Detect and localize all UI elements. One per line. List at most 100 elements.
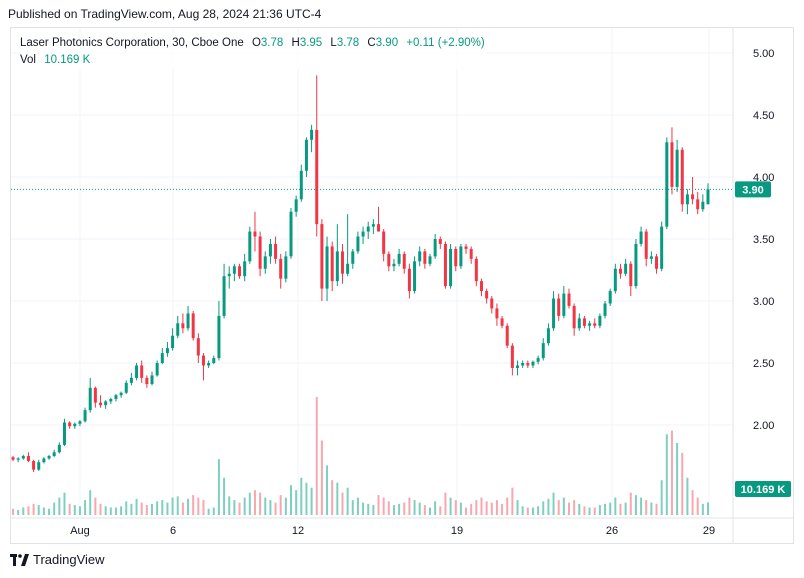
candle-body [660,226,664,269]
candle-body [505,325,509,346]
legend-change-value: +0.11 (+2.90%) [406,37,485,49]
volume-bar [588,507,591,515]
volume-bar [192,495,195,515]
volume-bar [526,507,529,515]
candle-body [680,149,684,205]
candle-body [243,261,247,277]
candle-body [588,323,592,326]
volume-bar [665,434,668,515]
candle-body [160,353,164,363]
volume-bar [99,503,102,515]
volume-bar [609,502,612,515]
candle-body [21,456,25,459]
volume-bar [295,490,298,515]
time-tick-label: 12 [292,525,304,537]
candle-body [26,456,30,461]
volume-bar [217,459,220,515]
volume-bar [84,500,87,515]
candle-body [155,363,159,376]
candle-body [114,395,118,399]
volume-bar [114,507,117,515]
volume-bar [279,495,282,515]
candle-body [88,387,92,411]
volume-bar [351,500,354,515]
price-chart[interactable]: 2.00 2.50 3.00 3.50 4.00 4.50 5.00 Aug 6 12 19 26 29… [11,28,793,543]
volume-bar [151,503,153,515]
volume-bar [516,500,519,515]
volume-bar [449,497,452,515]
candle-body [454,248,458,267]
candle-body [289,211,293,257]
volume-bar [701,503,704,515]
volume-bar [650,502,653,515]
last-volume-badge [735,481,791,497]
volume-bar [398,503,401,515]
candle-body [474,258,478,282]
tradingview-branding[interactable]: TradingView [10,552,105,567]
chart-pane[interactable]: 2.00 2.50 3.00 3.50 4.00 4.50 5.00 Aug 6 12 19 26 29… [10,27,794,544]
candle-body [119,392,123,396]
candle-body [516,365,520,368]
volume-bar [670,430,673,515]
candle-body [701,201,705,210]
candle-body [433,239,437,257]
candle-body [207,363,211,366]
volume-bar [63,492,66,515]
volume-bar [490,502,493,515]
legend-high-label: H [291,37,300,49]
volume-bar [331,480,334,515]
volume-bar [408,497,411,515]
candle-body [320,224,324,289]
candle-body [140,365,144,378]
candle-body [696,199,700,210]
candle-body [294,199,298,212]
volume-bar [542,501,545,515]
candle-body [449,248,453,287]
candle-body [304,139,308,171]
volume-bar [171,497,174,515]
candle-body [546,328,550,344]
volume-bar [573,500,576,515]
candle-body [361,231,365,237]
candle-body [392,263,396,267]
volume-bar [48,508,51,515]
volume-bar [135,498,138,515]
candle-body [73,423,77,427]
candle-body [500,318,504,326]
volume-bar [640,497,643,515]
volume-bar [336,482,339,515]
candle-body [567,293,571,306]
time-tick-label: Aug [70,525,90,537]
candle-body [582,318,586,326]
legend-low-label: L [330,37,337,49]
price-tick-label: 5.00 [753,48,774,60]
legend-high-value: 3.95 [299,37,323,49]
volume-bar [68,503,71,515]
candle-body [171,335,175,349]
volume-bar [356,497,359,515]
candle-body [479,281,483,292]
time-tick-label: 29 [703,525,715,537]
volume-bar [89,490,92,515]
legend-symbol[interactable]: Laser Photonics Corporation, 30, Cboe On… [20,37,244,49]
volume-bar [686,477,689,515]
candle-body [201,355,205,366]
candle-body [598,315,602,326]
volume-bar [94,497,97,515]
volume-bar [583,506,586,515]
candle-body [62,422,66,445]
candle-body [382,231,386,254]
volume-bar [634,495,637,515]
volume-bar [372,505,375,515]
volume-bar [341,492,344,515]
volume-bar [696,497,699,515]
candle-body [52,452,56,456]
volume-bar [707,502,709,515]
volume-bar [166,502,169,515]
candle-body [351,251,355,264]
candle-body [377,224,381,232]
volume-bar [12,508,14,515]
candle-body [510,345,514,368]
candle-body [577,318,581,329]
volume-bar [645,500,648,515]
